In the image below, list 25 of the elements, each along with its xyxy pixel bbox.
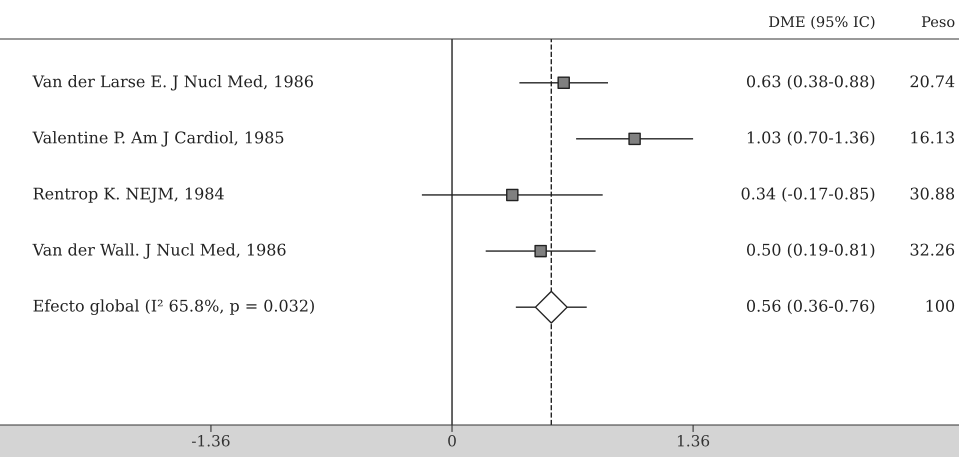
x-tick-label: 1.36 bbox=[678, 434, 710, 447]
annotation: 0.63 (0.38-0.88) bbox=[746, 75, 874, 90]
x-tick-label: 0 bbox=[448, 434, 456, 447]
x-tick-label: -1.36 bbox=[192, 434, 230, 447]
annotation: 16.13 bbox=[911, 131, 954, 144]
point bbox=[534, 244, 547, 258]
point bbox=[534, 290, 568, 324]
annotation: 20.74 bbox=[910, 75, 954, 88]
annotation: 1.03 (0.70-1.36) bbox=[748, 131, 874, 146]
annotation: 30.88 bbox=[910, 188, 954, 200]
y-tick-label: Efecto global (I² 65.8%, p = 0.032) bbox=[33, 299, 314, 316]
annotation: 0.50 (0.19-0.81) bbox=[746, 243, 874, 258]
point bbox=[557, 76, 570, 90]
text: Peso bbox=[922, 16, 954, 28]
point bbox=[506, 188, 519, 202]
y-tick-label: Van der Larse E. J Nucl Med, 1986 bbox=[32, 75, 313, 90]
y-tick-label: Rentrop K. NEJM, 1984 bbox=[33, 188, 224, 203]
y-tick-label: Valentine P. Am J Cardiol, 1985 bbox=[32, 131, 284, 147]
point bbox=[628, 132, 641, 146]
annotation: 100 bbox=[926, 300, 954, 312]
annotation: 0.56 (0.36-0.76) bbox=[746, 299, 874, 314]
y-tick-label: Van der Wall. J Nucl Med, 1986 bbox=[32, 243, 286, 259]
annotation: 0.34 (-0.17-0.85) bbox=[742, 187, 874, 202]
text: DME (95% IC) bbox=[769, 16, 874, 30]
annotation: 32.26 bbox=[910, 244, 954, 256]
